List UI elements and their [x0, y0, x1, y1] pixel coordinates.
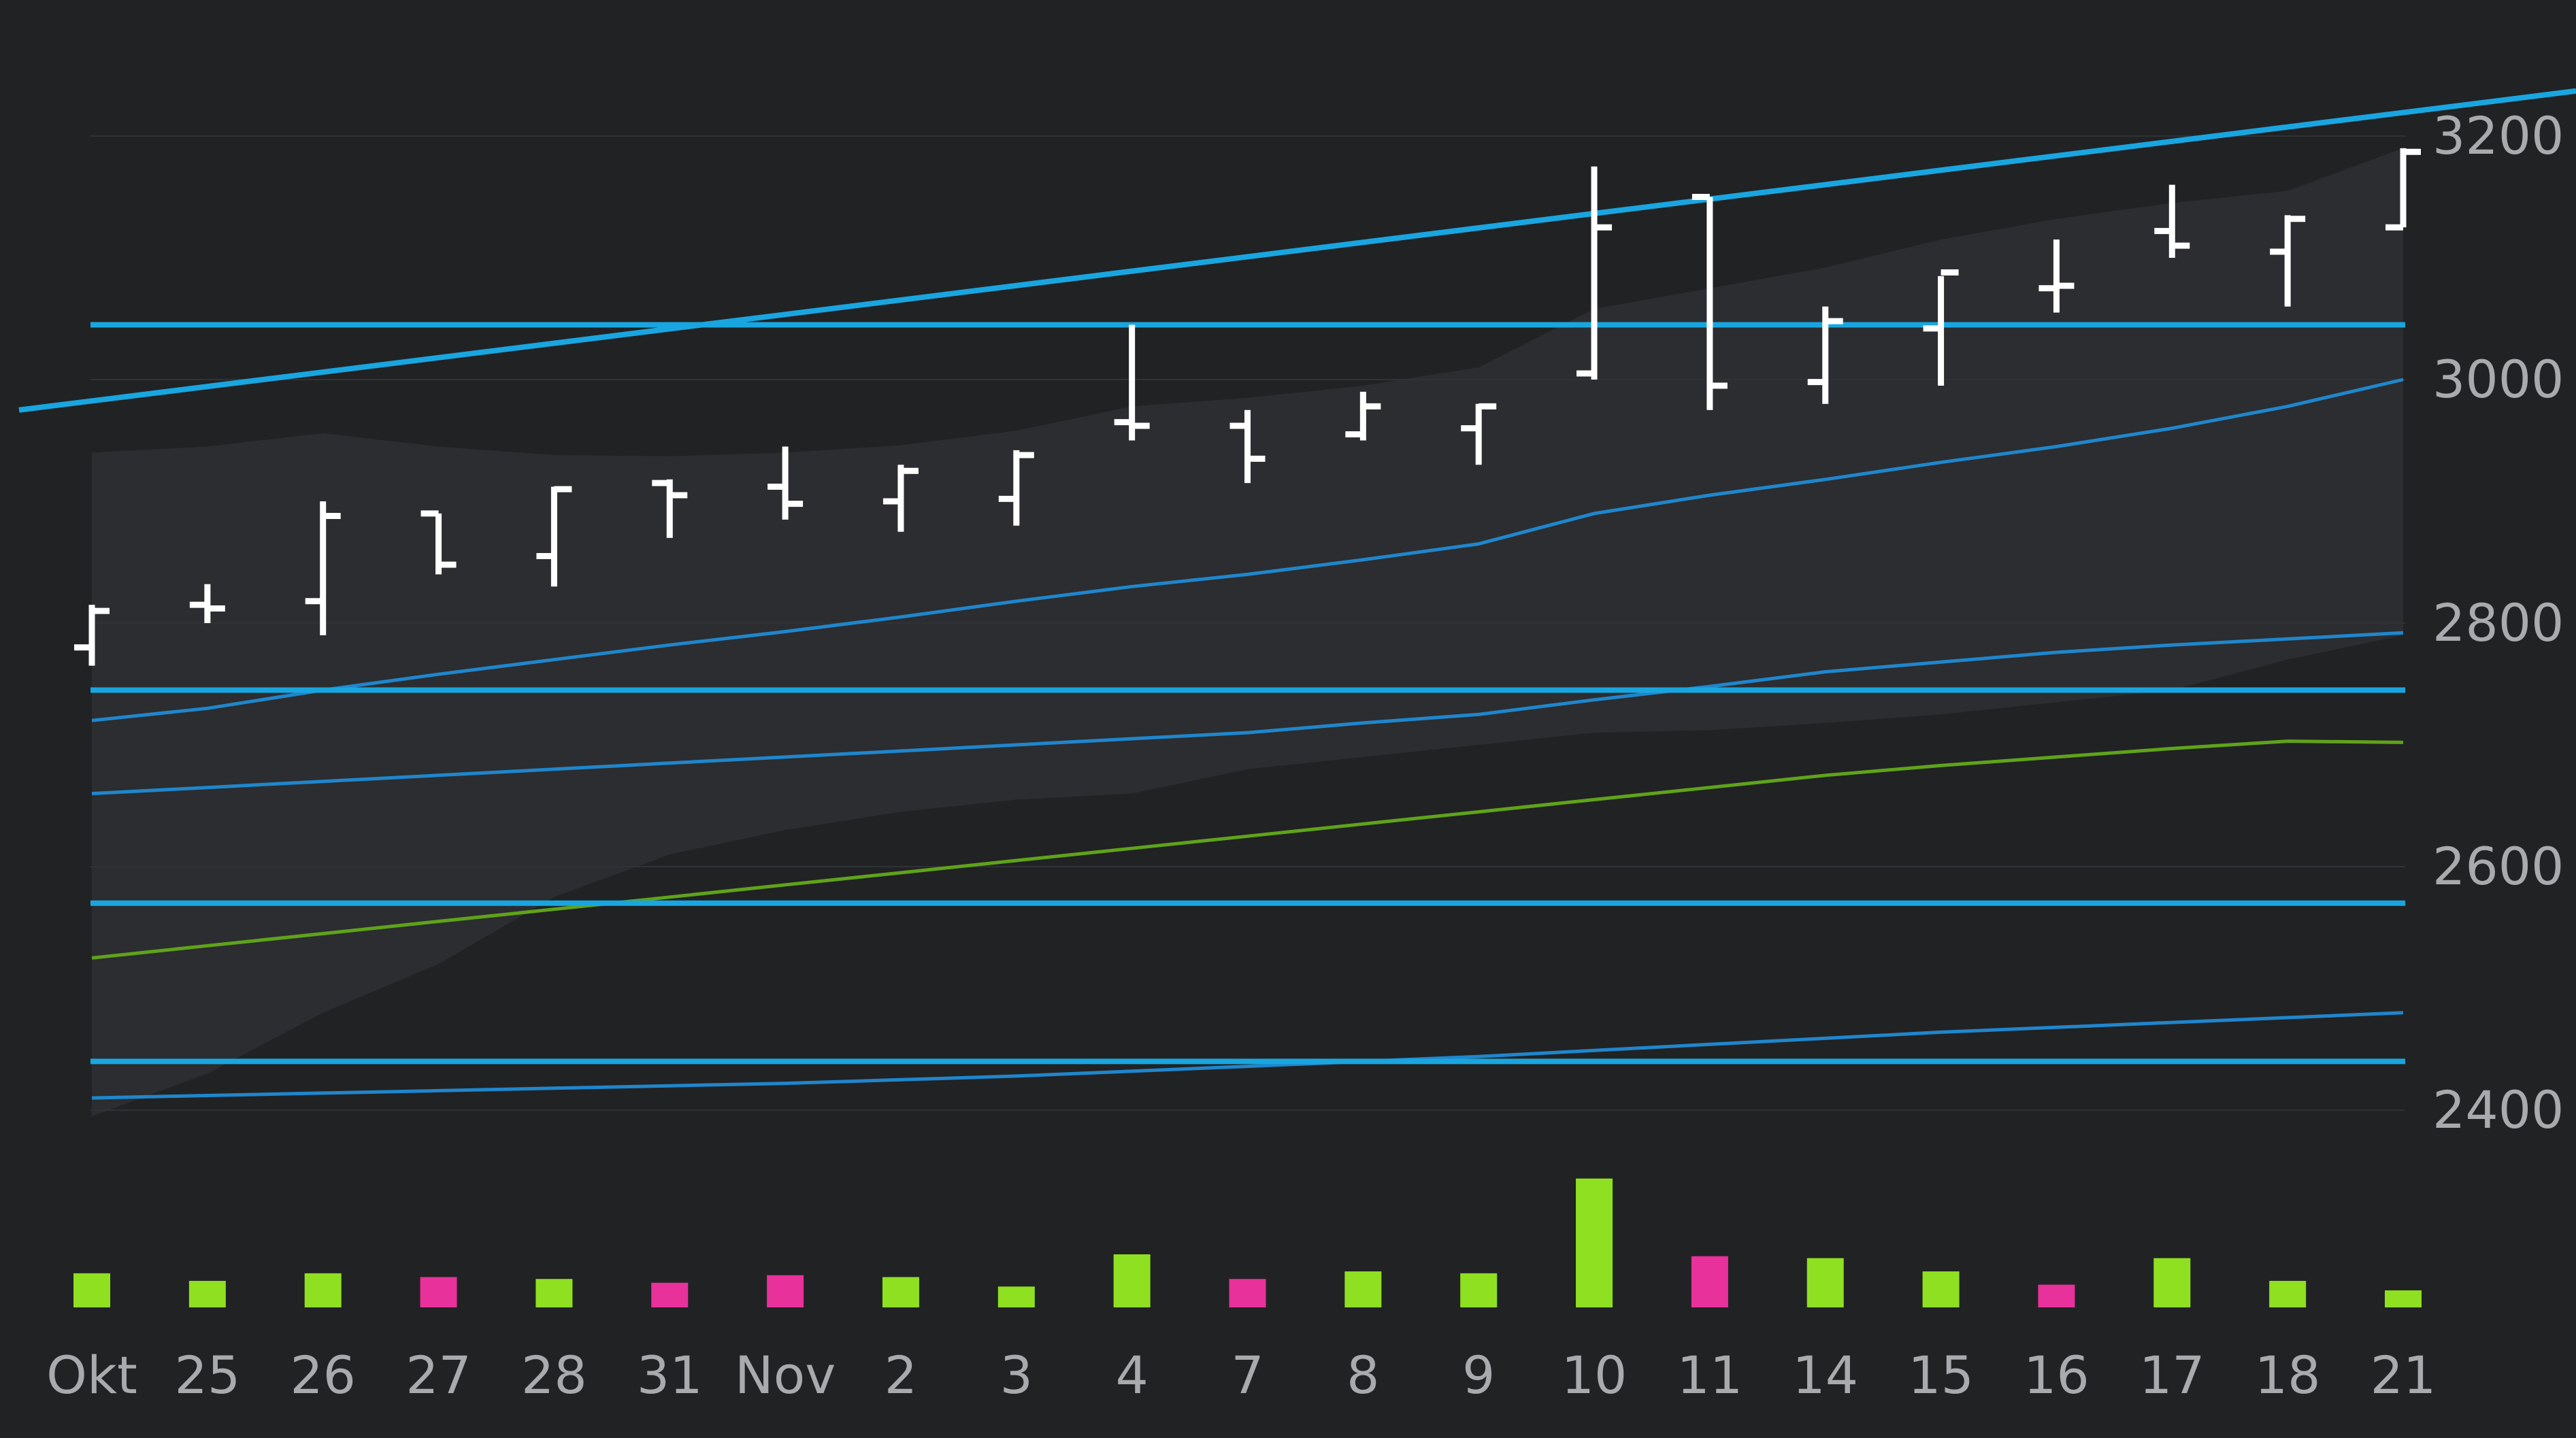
x-tick-label: Nov [735, 1345, 836, 1405]
ohlc-bar [2385, 148, 2421, 231]
moving-average-layer [91, 378, 2404, 1100]
x-tick-label: 14 [1792, 1345, 1858, 1405]
moving-average-line [91, 378, 2404, 722]
ohlc-bar [652, 479, 688, 538]
volume-bar [1691, 1256, 1728, 1307]
volume-bar [767, 1275, 804, 1307]
x-tick-label: 15 [1908, 1345, 1974, 1405]
moving-average-line [91, 1011, 2404, 1100]
volume-bar [420, 1277, 457, 1307]
ohlc-bar [1461, 403, 1497, 465]
x-tick-label: 26 [290, 1345, 356, 1405]
ohlc-bar [1576, 166, 1613, 380]
horizontal-level-layer [90, 322, 2405, 1065]
ohlc-bar [2038, 239, 2075, 313]
ohlc-bar [998, 450, 1034, 526]
y-tick-label: 2400 [2432, 1080, 2564, 1140]
ohlc-bar [1345, 391, 1381, 441]
volume-bars-layer [73, 1178, 2422, 1307]
x-tick-label: 25 [174, 1345, 240, 1405]
x-tick-label: 17 [2139, 1345, 2205, 1405]
gridline-layer [90, 135, 2405, 1111]
x-tick-label: 8 [1347, 1345, 1379, 1405]
ohlc-bar [882, 465, 919, 532]
moving-average-line [91, 631, 2404, 796]
volume-bar [1922, 1271, 1960, 1307]
ohlc-bar [1114, 324, 1150, 441]
ohlc-bar [536, 486, 572, 587]
moving-average-line [91, 739, 2404, 960]
volume-bar [1576, 1178, 1613, 1307]
y-tick-label: 2600 [2432, 836, 2564, 897]
ohlc-bar [1807, 306, 1843, 404]
x-tick-label: 31 [637, 1345, 703, 1405]
x-tick-label: 9 [1462, 1345, 1495, 1405]
x-tick-label: 10 [1562, 1345, 1628, 1405]
ohlc-bar [767, 446, 804, 520]
volume-bar [304, 1273, 342, 1307]
y-tick-label: 2800 [2432, 592, 2564, 653]
x-axis-labels: Okt 25 26 27 28 31 Nov 2 3 4 7 8 9 10 11 14 15 16 17 18 21 [46, 1345, 2436, 1405]
volume-bar [188, 1281, 226, 1307]
x-tick-label: Okt [46, 1345, 137, 1405]
x-tick-label: 7 [1231, 1345, 1264, 1405]
ohlc-bar [305, 501, 341, 635]
volume-bar [1229, 1279, 1266, 1307]
ohlc-bar [189, 584, 225, 623]
volume-bar [2038, 1284, 2075, 1307]
volume-bar [651, 1282, 689, 1307]
x-tick-label: 27 [406, 1345, 472, 1405]
ohlc-bar [420, 510, 457, 575]
volume-bar [1806, 1258, 1844, 1307]
volume-bar [1113, 1254, 1151, 1307]
ohlc-bars-layer [74, 148, 2421, 666]
ohlc-bar [1691, 194, 1728, 410]
trend-line [18, 88, 2576, 413]
ohlc-bar [2154, 184, 2190, 258]
x-tick-label: 11 [1677, 1345, 1743, 1405]
ohlc-bar [1229, 409, 1266, 484]
x-tick-label: 21 [2371, 1345, 2437, 1405]
x-tick-label: 18 [2255, 1345, 2321, 1405]
x-tick-label: 3 [1000, 1345, 1033, 1405]
y-tick-label: 3000 [2432, 349, 2564, 409]
volume-bar [997, 1286, 1035, 1307]
x-tick-label: 16 [2024, 1345, 2090, 1405]
x-tick-label: 2 [885, 1345, 917, 1405]
y-axis-labels: 2400 2600 2800 3000 3200 [2432, 105, 2564, 1140]
ohlc-bar [74, 605, 110, 666]
volume-bar [1460, 1273, 1498, 1307]
ohlc-bar [1923, 269, 1959, 386]
volume-bar [535, 1279, 573, 1307]
y-tick-label: 3200 [2432, 105, 2564, 166]
x-tick-label: 28 [521, 1345, 587, 1405]
ohlc-bar [2270, 215, 2306, 307]
x-tick-label: 4 [1115, 1345, 1148, 1405]
volume-bar [1344, 1271, 1382, 1307]
volume-bar [2385, 1290, 2422, 1307]
volume-bar [73, 1273, 110, 1307]
volume-bar [882, 1277, 919, 1307]
trend-line-layer [18, 88, 2576, 413]
volume-bar [2153, 1258, 2191, 1307]
volume-bar [2269, 1281, 2307, 1307]
